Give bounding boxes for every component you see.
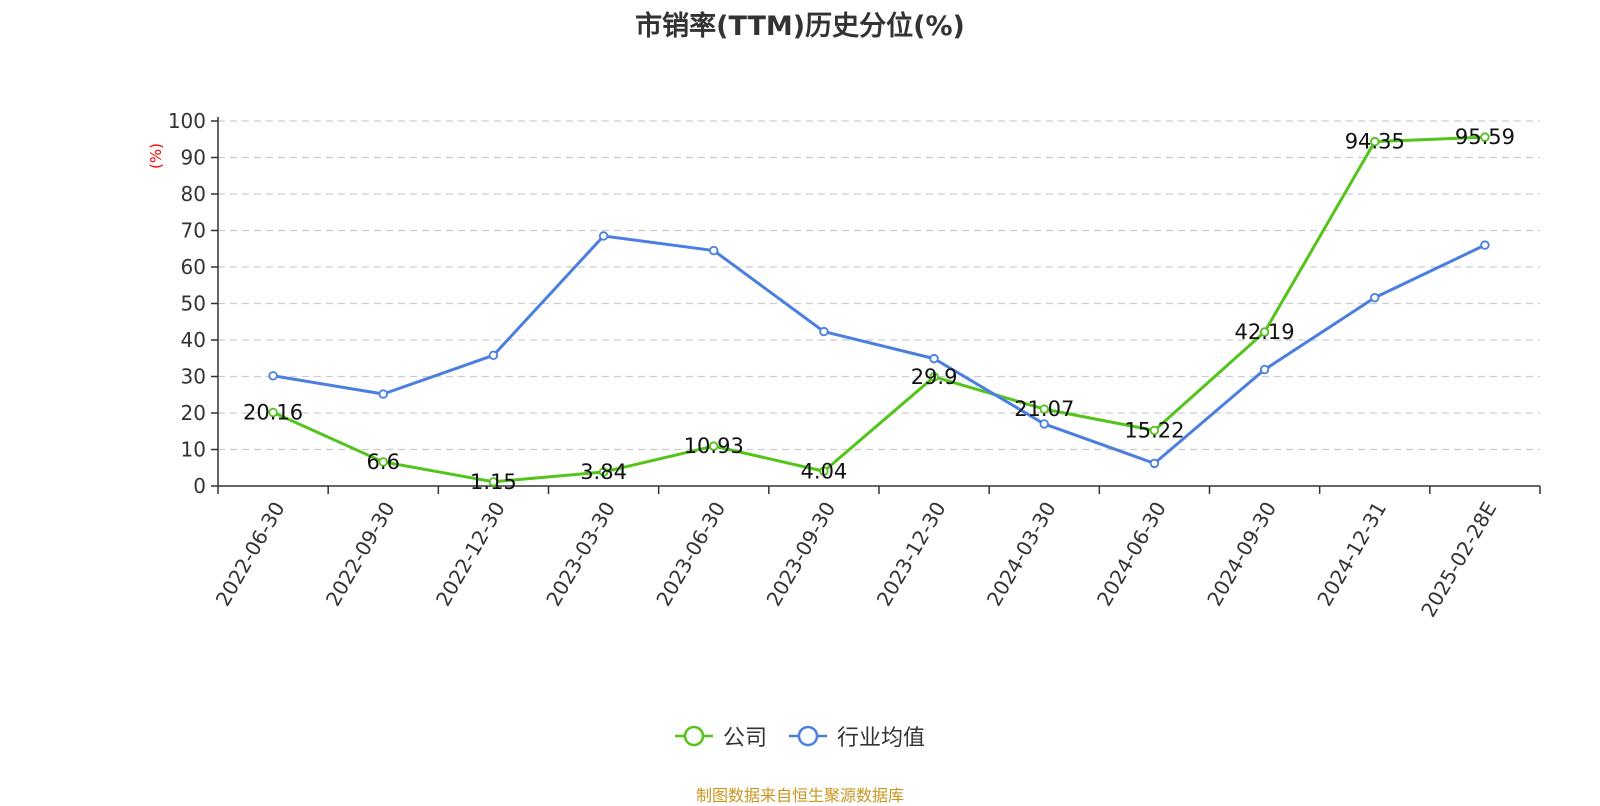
data-label: 95.59: [1455, 125, 1515, 149]
y-tick-label: 40: [181, 328, 206, 352]
x-tick-label: 2023-03-30: [541, 498, 620, 611]
data-point: [1149, 425, 1160, 436]
data-point: [488, 350, 499, 361]
y-tick-label: 0: [193, 474, 206, 498]
data-point: [929, 353, 939, 364]
grid-lines: [218, 120, 1540, 451]
series: [268, 132, 1490, 487]
legend-label-company: 公司: [722, 726, 767, 751]
x-tick-label: 2024-06-30: [1092, 498, 1171, 611]
legend-label-industry: 行业均值: [837, 726, 926, 751]
legend: 公司 行业均值: [0, 720, 1600, 752]
x-tick-label: 2022-09-30: [321, 498, 400, 611]
x-tick-label: 2023-06-30: [651, 498, 730, 611]
x-tick-label: 2024-03-30: [982, 498, 1061, 611]
data-point: [378, 457, 388, 467]
legend-item-company[interactable]: 公司: [674, 720, 767, 752]
data-point: [819, 326, 829, 337]
data-label: 3.84: [580, 460, 627, 484]
data-point: [1480, 240, 1490, 250]
data-point: [1259, 327, 1270, 337]
y-tick-label: 50: [181, 292, 206, 316]
legend-line-circle-icon: [674, 725, 713, 747]
x-tick-label: 2024-09-30: [1202, 498, 1281, 611]
data-point: [1480, 132, 1490, 142]
y-axis-label: (%): [147, 143, 165, 169]
data-label: 10.93: [684, 434, 744, 458]
data-point: [598, 467, 609, 477]
line-chart: 0 10 20 30 40 50 60 70 80 90 100(%) 2022-06-30 2022-…: [147, 109, 1541, 622]
axes: 0 10 20 30 40 50 60 70 80 90 100(%) 2022-06-30 2022-…: [147, 109, 1541, 622]
data-label: 94.35: [1345, 130, 1405, 154]
data-point: [709, 441, 719, 451]
x-tick-label: 2022-12-30: [431, 497, 510, 610]
x-tick-label: 2022-06-30: [211, 498, 290, 611]
chart-title: 市销率(TTM)历史分位(%): [635, 11, 965, 42]
data-point: [819, 466, 829, 476]
data-labels: 20.16 6.6 1.15 3.84 10.93 4.04 29.9 21.07 15.22 4…: [243, 125, 1515, 494]
data-label: 6.6: [367, 450, 400, 474]
y-tick-label: 80: [181, 182, 206, 206]
data-point: [268, 371, 278, 381]
data-label: 1.15: [470, 470, 517, 494]
series-line-0: [272, 135, 1485, 484]
y-tick-label: 20: [181, 401, 206, 425]
y-tick-label: 90: [181, 146, 206, 170]
y-tick-label: 30: [181, 365, 206, 389]
data-label: 29.9: [911, 365, 958, 389]
legend-line-circle-icon: [789, 725, 827, 747]
data-point: [1149, 458, 1160, 469]
y-tick-label: 70: [181, 219, 206, 243]
data-label: 4.04: [801, 459, 848, 483]
series-line-1: [272, 234, 1486, 465]
x-tick-label: 2023-09-30: [761, 498, 840, 611]
data-label: 42.19: [1235, 320, 1295, 344]
data-point: [709, 245, 719, 256]
data-point: [1039, 404, 1049, 414]
data-label: 15.22: [1124, 418, 1184, 442]
legend-item-industry[interactable]: 行业均值: [789, 720, 925, 752]
data-point: [1259, 364, 1270, 375]
data-point: [1370, 292, 1380, 303]
x-tick-label: 2024-12-31: [1312, 498, 1391, 611]
x-tick-label: 2023-12-30: [872, 497, 951, 610]
data-point: [378, 389, 388, 399]
x-tick-label: 2025-02-28E: [1416, 498, 1501, 622]
data-label: 20.16: [243, 400, 303, 424]
data-point: [929, 372, 939, 382]
data-point: [598, 231, 609, 241]
data-point: [1370, 136, 1380, 147]
data-point: [268, 407, 278, 418]
source-note: 制图数据来自恒生聚源数据库: [695, 786, 904, 805]
y-tick-label: 100: [168, 109, 206, 133]
data-point: [1039, 419, 1049, 429]
y-tick-label: 10: [181, 438, 206, 462]
data-label: 21.07: [1014, 397, 1074, 421]
y-tick-label: 60: [181, 255, 206, 279]
data-point: [488, 477, 499, 487]
